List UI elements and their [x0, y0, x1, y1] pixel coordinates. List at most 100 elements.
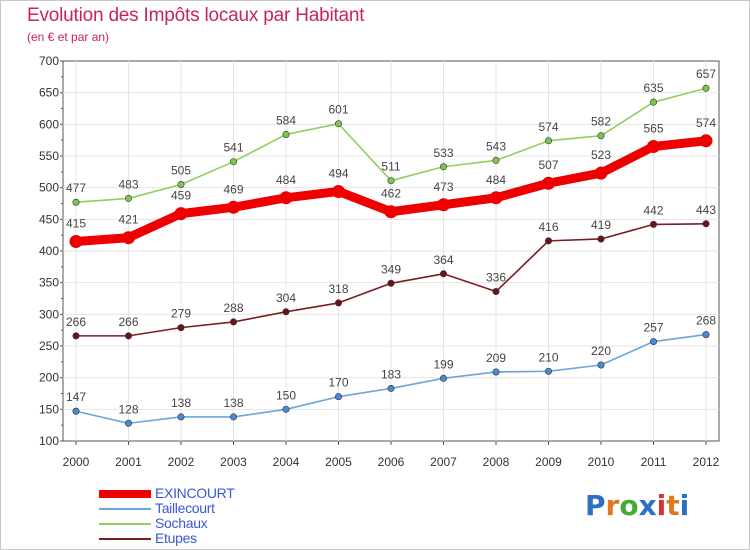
legend-swatch-exincourt: [99, 490, 151, 498]
x-tick-label: 2012: [693, 455, 720, 469]
data-label-exincourt: 484: [276, 173, 296, 187]
data-point-etupes: [387, 279, 395, 287]
data-point-sochaux: [492, 156, 500, 164]
y-tick-label: 450: [39, 212, 59, 226]
data-label-taillecourt: 138: [223, 396, 243, 410]
data-point-taillecourt: [439, 374, 447, 382]
data-point-taillecourt: [492, 368, 500, 376]
data-point-sochaux: [282, 130, 290, 138]
data-point-sochaux: [72, 198, 80, 206]
proxiti-logo: Proxiti: [585, 489, 689, 522]
data-point-etupes: [597, 235, 605, 243]
data-point-etupes: [334, 299, 342, 307]
chart-series: [69, 84, 713, 427]
data-label-exincourt: 484: [486, 173, 506, 187]
data-point-taillecourt: [649, 338, 657, 346]
data-point-sochaux: [230, 158, 238, 166]
data-point-taillecourt: [72, 407, 80, 415]
data-point-taillecourt: [125, 419, 133, 427]
data-point-taillecourt: [702, 331, 710, 339]
x-tick-label: 2010: [588, 455, 615, 469]
legend-item-taillecourt: Taillecourt: [99, 500, 299, 516]
data-point-sochaux: [177, 181, 185, 189]
data-point-exincourt: [489, 191, 503, 205]
legend-swatch-etupes: [99, 538, 151, 540]
data-point-sochaux: [439, 163, 447, 171]
x-tick-label: 2005: [325, 455, 352, 469]
y-tick-label: 650: [39, 86, 59, 100]
data-point-etupes: [702, 220, 710, 228]
y-tick-label: 300: [39, 307, 59, 321]
data-label-taillecourt: 199: [433, 357, 453, 371]
data-label-taillecourt: 209: [486, 351, 506, 365]
data-point-sochaux: [597, 132, 605, 140]
data-label-sochaux: 574: [538, 120, 558, 134]
y-tick-label: 400: [39, 244, 59, 258]
data-label-sochaux: 541: [223, 141, 243, 155]
chart-title: Evolution des Impôts locaux par Habitant: [27, 5, 365, 26]
data-label-taillecourt: 183: [381, 367, 401, 381]
data-label-exincourt: 565: [643, 122, 663, 136]
data-point-etupes: [282, 308, 290, 316]
x-tick-label: 2009: [535, 455, 562, 469]
data-label-etupes: 336: [486, 271, 506, 285]
chart-axes: 100 150 200 250 300 350 400 450 500 550 600 650 700 2…: [39, 54, 720, 469]
chart-subtitle: (en € et par an): [27, 30, 110, 44]
legend-label-sochaux: Sochaux: [155, 515, 208, 531]
logo-letter: P: [585, 489, 606, 522]
y-tick-label: 500: [39, 181, 59, 195]
data-point-sochaux: [387, 177, 395, 185]
data-label-sochaux: 635: [643, 81, 663, 95]
logo-letter: o: [619, 489, 639, 522]
data-point-exincourt: [542, 176, 555, 190]
data-point-etupes: [125, 332, 133, 340]
data-point-exincourt: [122, 231, 135, 245]
data-point-exincourt: [227, 200, 240, 214]
data-point-sochaux: [649, 98, 657, 106]
data-point-taillecourt: [230, 413, 238, 421]
data-point-etupes: [439, 270, 447, 278]
logo-letter: t: [666, 489, 680, 522]
data-label-exincourt: 459: [171, 189, 191, 203]
data-label-etupes: 266: [66, 315, 86, 329]
data-point-etupes: [72, 332, 80, 340]
data-label-etupes: 443: [696, 203, 716, 217]
data-point-exincourt: [279, 191, 293, 205]
data-label-etupes: 318: [328, 282, 348, 296]
data-label-taillecourt: 128: [118, 402, 138, 416]
x-tick-label: 2007: [430, 455, 457, 469]
chart-data-labels: 477 483 505 541 584 601 511 533 543 574 582 635 657 2…: [66, 67, 716, 416]
data-point-exincourt: [594, 166, 608, 180]
data-label-etupes: 349: [381, 262, 401, 276]
data-label-exincourt: 462: [381, 187, 401, 201]
data-point-taillecourt: [387, 384, 395, 392]
data-point-etupes: [230, 318, 238, 326]
data-point-taillecourt: [177, 413, 185, 421]
data-label-etupes: 419: [591, 218, 611, 232]
legend-swatch-taillecourt: [99, 508, 151, 510]
data-label-etupes: 442: [643, 203, 663, 217]
data-label-taillecourt: 138: [171, 396, 191, 410]
data-label-exincourt: 574: [696, 116, 716, 130]
y-tick-label: 350: [39, 276, 59, 290]
data-label-sochaux: 533: [433, 146, 453, 160]
data-label-exincourt: 415: [66, 217, 86, 231]
legend-label-taillecourt: Taillecourt: [155, 500, 215, 516]
legend-swatch-sochaux: [99, 523, 151, 525]
data-label-sochaux: 511: [381, 160, 400, 174]
data-point-exincourt: [647, 140, 660, 153]
data-label-taillecourt: 150: [276, 388, 296, 402]
data-label-sochaux: 477: [66, 181, 86, 195]
x-tick-label: 2003: [220, 455, 247, 469]
y-tick-label: 200: [39, 371, 59, 385]
legend-item-exincourt: EXINCOURT: [99, 485, 299, 501]
data-label-etupes: 279: [171, 307, 191, 321]
data-point-exincourt: [699, 134, 713, 148]
data-label-etupes: 288: [223, 301, 243, 315]
data-label-sochaux: 483: [118, 177, 138, 191]
data-label-taillecourt: 210: [538, 350, 558, 364]
data-point-sochaux: [334, 120, 342, 128]
data-point-exincourt: [384, 205, 398, 219]
